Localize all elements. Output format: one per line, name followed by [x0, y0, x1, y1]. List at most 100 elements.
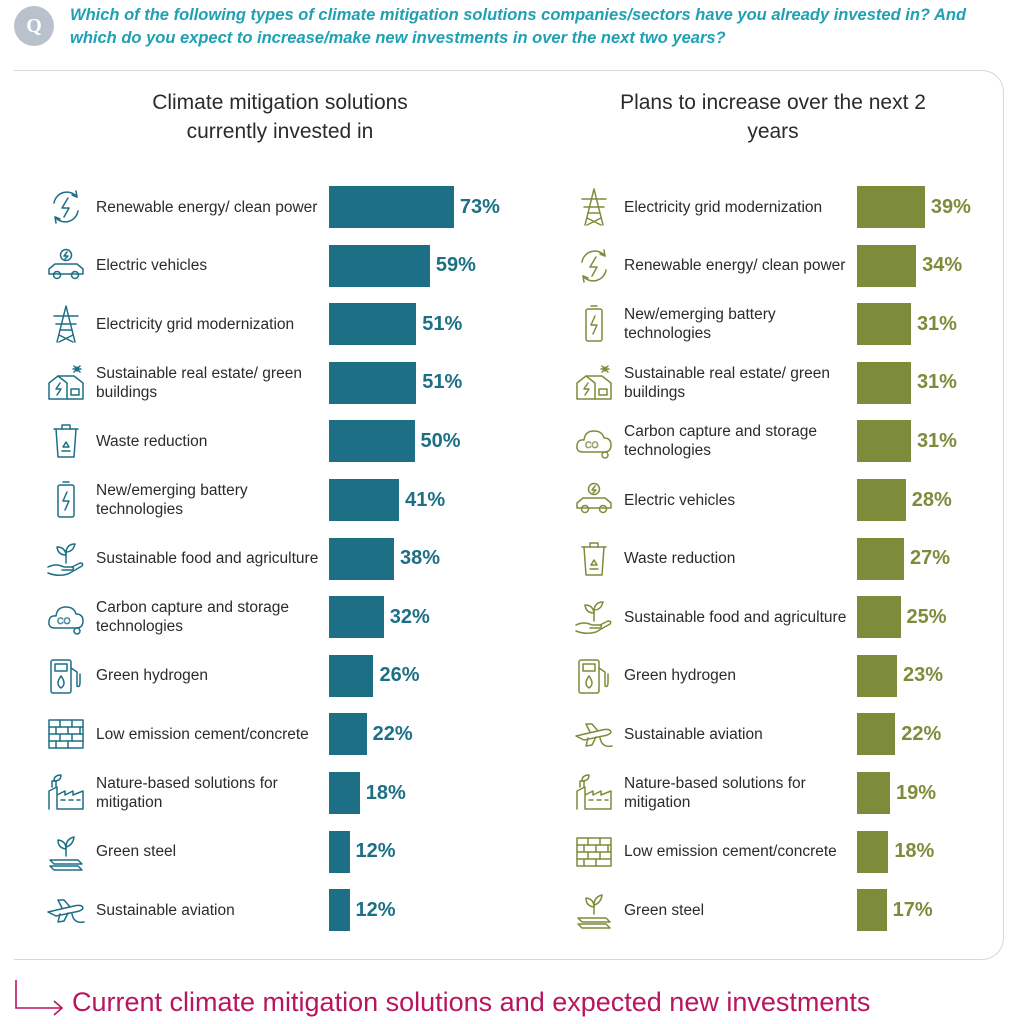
plans-category-label: Sustainable aviation: [624, 725, 763, 743]
plans-bar: [857, 654, 898, 697]
renewable-energy-icon: [572, 244, 616, 288]
plans-category-label: Green hydrogen: [624, 667, 737, 685]
plans-category-label: Green steel: [624, 901, 705, 919]
green-building-icon: [572, 361, 616, 405]
plans-row: New/emerging battery technologies: [572, 302, 860, 346]
current-category-label: New/emerging battery technologies: [96, 482, 248, 518]
plans-bar: [857, 420, 911, 463]
plans-bar: [857, 889, 887, 932]
plans-bar: [857, 713, 896, 756]
plans-category-label: Carbon capture and storage technologies: [624, 423, 818, 460]
plans-value-label: 25%: [906, 605, 947, 628]
recycle-bin-icon: [44, 419, 88, 463]
current-value-label: 51%: [422, 371, 463, 394]
current-bar: [329, 654, 374, 697]
plans-value-label: 22%: [901, 722, 942, 745]
plans-category-label: Nature-based solutions for mitigation: [624, 775, 806, 811]
plans-bar: [857, 596, 901, 639]
plans-row: Electricity grid modernization: [572, 185, 860, 229]
hydrogen-pump-icon: [44, 654, 88, 698]
current-category-label: Nature-based solutions for mitigation: [96, 775, 278, 811]
current-bar: [329, 772, 360, 814]
plans-category-label: Electric vehicles: [624, 491, 736, 509]
current-bar: [329, 303, 417, 346]
current-category-label: Sustainable aviation: [96, 901, 235, 919]
leaf-plane-icon: [44, 888, 88, 932]
plans-row: Sustainable real estate/ green buildings: [572, 361, 860, 405]
current-category-label: Sustainable food and agriculture: [96, 550, 319, 568]
plans-category-label: New/emerging battery technologies: [624, 306, 776, 343]
current-row: Nature-based solutions for mitigation: [44, 771, 332, 815]
current-bar: [329, 361, 417, 404]
plans-row: Renewable energy/ clean power: [572, 244, 860, 288]
current-bar: [329, 186, 454, 228]
co2-cloud-icon: CO: [44, 595, 88, 639]
plans-value-label: 34%: [922, 254, 963, 277]
footer-title: Current climate mitigation solutions and…: [72, 987, 871, 1017]
current-row: CO Carbon capture and storage technologie…: [44, 595, 332, 639]
current-category-label: Electric vehicles: [96, 257, 208, 275]
plans-row: Green hydrogen: [572, 654, 860, 698]
current-row: Sustainable food and agriculture: [44, 537, 332, 581]
current-row: Renewable energy/ clean power: [44, 185, 332, 229]
current-row: Sustainable aviation: [44, 888, 332, 932]
footer: Current climate mitigation solutions and…: [14, 980, 1014, 1024]
current-category-label: Sustainable real estate/ green buildings: [96, 364, 302, 401]
plans-value-label: 19%: [896, 781, 937, 804]
plans-category-label: Sustainable real estate/ green buildings: [624, 364, 830, 401]
brick-wall-icon: [572, 830, 616, 874]
chart-title-plans: Plans to increase over the next 2 years: [620, 91, 926, 143]
hydrogen-pump-icon: [572, 654, 616, 698]
plans-value-label: 31%: [916, 371, 957, 394]
current-row: Low emission cement/concrete: [44, 712, 332, 756]
plans-value-label: 28%: [911, 488, 952, 511]
current-row: Waste reduction: [44, 419, 332, 463]
chart-title-current: Climate mitigation solutions currently i…: [152, 91, 408, 143]
current-category-label: Waste reduction: [96, 432, 208, 450]
plans-bar: [857, 537, 904, 580]
current-row: Electricity grid modernization: [44, 302, 332, 346]
factory-leaf-icon: [44, 771, 88, 815]
battery-icon: [44, 478, 88, 522]
co2-cloud-icon: CO: [572, 419, 616, 463]
steel-beam-leaf-icon: [572, 888, 616, 932]
plans-category-label: Renewable energy/ clean power: [624, 257, 846, 275]
leaf-plane-icon: [572, 712, 616, 756]
green-building-icon: [44, 361, 88, 405]
plans-bar: [857, 479, 906, 521]
plans-row: Green steel: [572, 888, 860, 932]
transmission-tower-icon: [572, 185, 616, 229]
current-row: Sustainable real estate/ green buildings: [44, 361, 332, 405]
plans-bar: [857, 244, 917, 287]
current-bar: [329, 713, 367, 756]
electric-vehicle-icon: [44, 244, 88, 288]
plans-value-label: 39%: [930, 195, 971, 218]
current-value-label: 22%: [372, 722, 413, 745]
current-row: Electric vehicles: [44, 244, 332, 288]
plans-row: Waste reduction: [572, 537, 860, 581]
plans-row: CO Carbon capture and storage technologie…: [572, 419, 860, 463]
current-category-label: Renewable energy/ clean power: [96, 198, 318, 216]
current-value-label: 59%: [435, 254, 476, 277]
plans-bar: [857, 361, 911, 404]
plant-hand-icon: [572, 595, 616, 639]
current-bar: [329, 830, 350, 873]
plans-bar: [857, 186, 925, 228]
current-bar: [329, 479, 400, 521]
current-row: Green steel: [44, 830, 332, 874]
current-category-label: Electricity grid modernization: [96, 315, 295, 333]
plans-row: Electric vehicles: [572, 478, 860, 522]
chart-frame: [14, 70, 1004, 960]
current-row: Green hydrogen: [44, 654, 332, 698]
current-category-label: Low emission cement/concrete: [96, 725, 309, 743]
current-value-label: 32%: [389, 605, 430, 628]
svg-text:CO: CO: [57, 616, 71, 626]
plans-value-label: 31%: [916, 312, 957, 335]
current-value-label: 51%: [422, 312, 463, 335]
question-text: Which of the following types of climate …: [70, 6, 967, 47]
current-bar: [329, 244, 430, 287]
current-value-label: 41%: [405, 488, 446, 511]
electric-vehicle-icon: [572, 478, 616, 522]
current-bar: [329, 537, 394, 580]
question-badge: Q: [14, 6, 54, 46]
